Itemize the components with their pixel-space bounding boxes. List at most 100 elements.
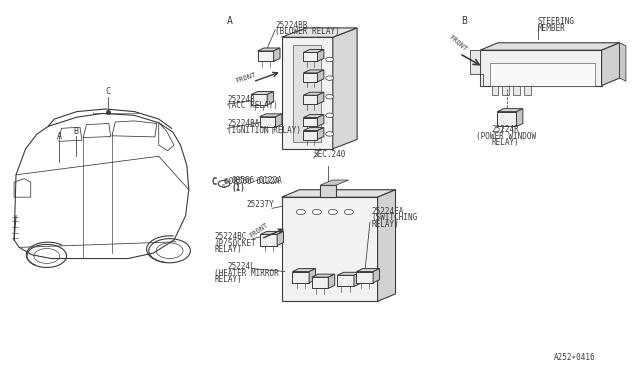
Polygon shape [328, 274, 335, 288]
Text: (P/SOCKET: (P/SOCKET [214, 239, 256, 248]
Text: 25224R: 25224R [492, 125, 520, 134]
Polygon shape [303, 95, 317, 104]
Text: C: C [211, 178, 216, 187]
Text: B: B [461, 16, 467, 26]
Text: 25224FA: 25224FA [371, 207, 404, 216]
Text: C: C [105, 87, 110, 96]
Text: FRONT: FRONT [248, 222, 269, 239]
Text: (POWER WINDOW: (POWER WINDOW [476, 132, 536, 141]
Polygon shape [303, 128, 324, 131]
Circle shape [326, 132, 333, 136]
Polygon shape [312, 274, 335, 277]
Polygon shape [356, 272, 373, 283]
Circle shape [296, 209, 305, 215]
Polygon shape [252, 94, 268, 105]
Text: (BLOWER RELAY): (BLOWER RELAY) [275, 28, 340, 36]
Text: (HEATER MIRROR: (HEATER MIRROR [214, 269, 279, 278]
Polygon shape [492, 86, 498, 95]
Polygon shape [303, 73, 317, 82]
Polygon shape [303, 131, 317, 140]
Polygon shape [513, 86, 520, 95]
Text: 25224BB: 25224BB [275, 21, 308, 30]
Text: (IGNITION RELAY): (IGNITION RELAY) [227, 126, 301, 135]
Circle shape [328, 209, 337, 215]
Text: 25224BC: 25224BC [214, 232, 247, 241]
Text: FRONT: FRONT [448, 34, 468, 52]
Text: C: C [211, 177, 216, 186]
Polygon shape [274, 48, 280, 61]
Text: SEC.240: SEC.240 [314, 150, 346, 159]
Polygon shape [260, 231, 284, 234]
Text: (1): (1) [232, 184, 246, 193]
Polygon shape [309, 269, 316, 283]
Circle shape [326, 94, 333, 99]
Polygon shape [337, 272, 360, 275]
Text: A: A [227, 16, 233, 26]
Polygon shape [282, 37, 333, 149]
Text: FRONT: FRONT [234, 72, 256, 84]
Text: A: A [56, 132, 61, 141]
Circle shape [344, 209, 353, 215]
Polygon shape [303, 92, 324, 95]
Polygon shape [260, 114, 282, 117]
Polygon shape [275, 114, 282, 127]
Text: 25224BA: 25224BA [227, 119, 260, 128]
Polygon shape [317, 70, 324, 82]
Polygon shape [252, 92, 274, 94]
Text: RELAY): RELAY) [492, 138, 520, 147]
Text: (ACC RELAY): (ACC RELAY) [227, 101, 278, 110]
Text: STEERING: STEERING [538, 17, 575, 26]
Polygon shape [337, 275, 354, 286]
Polygon shape [470, 50, 483, 86]
Polygon shape [317, 92, 324, 104]
Polygon shape [320, 180, 349, 185]
Polygon shape [303, 52, 317, 61]
Polygon shape [268, 92, 274, 105]
Polygon shape [293, 45, 321, 142]
Polygon shape [320, 185, 336, 197]
Text: 08566-6122A: 08566-6122A [232, 176, 282, 185]
Polygon shape [480, 50, 602, 86]
Polygon shape [292, 272, 309, 283]
Text: RELAY): RELAY) [371, 220, 399, 229]
Polygon shape [373, 269, 380, 283]
Circle shape [312, 209, 321, 215]
Polygon shape [277, 231, 284, 246]
Polygon shape [303, 118, 317, 126]
Polygon shape [257, 51, 274, 61]
Text: RELAY): RELAY) [214, 275, 242, 284]
Circle shape [326, 57, 333, 62]
Polygon shape [497, 112, 516, 126]
Polygon shape [490, 63, 595, 86]
Text: MEMBER: MEMBER [538, 24, 565, 33]
Polygon shape [620, 43, 626, 81]
Polygon shape [303, 70, 324, 73]
Polygon shape [260, 234, 277, 246]
Polygon shape [282, 190, 396, 197]
Text: ©08566-6122A: ©08566-6122A [224, 177, 280, 186]
Text: (1): (1) [232, 183, 246, 192]
Polygon shape [260, 117, 275, 127]
Polygon shape [317, 115, 324, 126]
Polygon shape [480, 43, 620, 50]
Polygon shape [354, 272, 360, 286]
Polygon shape [524, 86, 531, 95]
Polygon shape [312, 277, 328, 288]
Text: S: S [222, 183, 226, 189]
Text: B: B [73, 127, 78, 136]
Circle shape [326, 76, 333, 80]
Polygon shape [502, 86, 509, 95]
Circle shape [326, 113, 333, 118]
Text: 25237Y: 25237Y [246, 201, 274, 209]
Text: (SWITCHING: (SWITCHING [371, 214, 417, 222]
Polygon shape [303, 49, 324, 52]
Polygon shape [257, 48, 280, 51]
Text: 25224B: 25224B [227, 95, 255, 104]
Polygon shape [282, 28, 357, 37]
Polygon shape [497, 109, 523, 112]
Polygon shape [282, 197, 378, 301]
Polygon shape [516, 109, 523, 126]
Polygon shape [356, 269, 380, 272]
Polygon shape [303, 115, 324, 118]
Text: A252∗0416: A252∗0416 [554, 353, 595, 362]
